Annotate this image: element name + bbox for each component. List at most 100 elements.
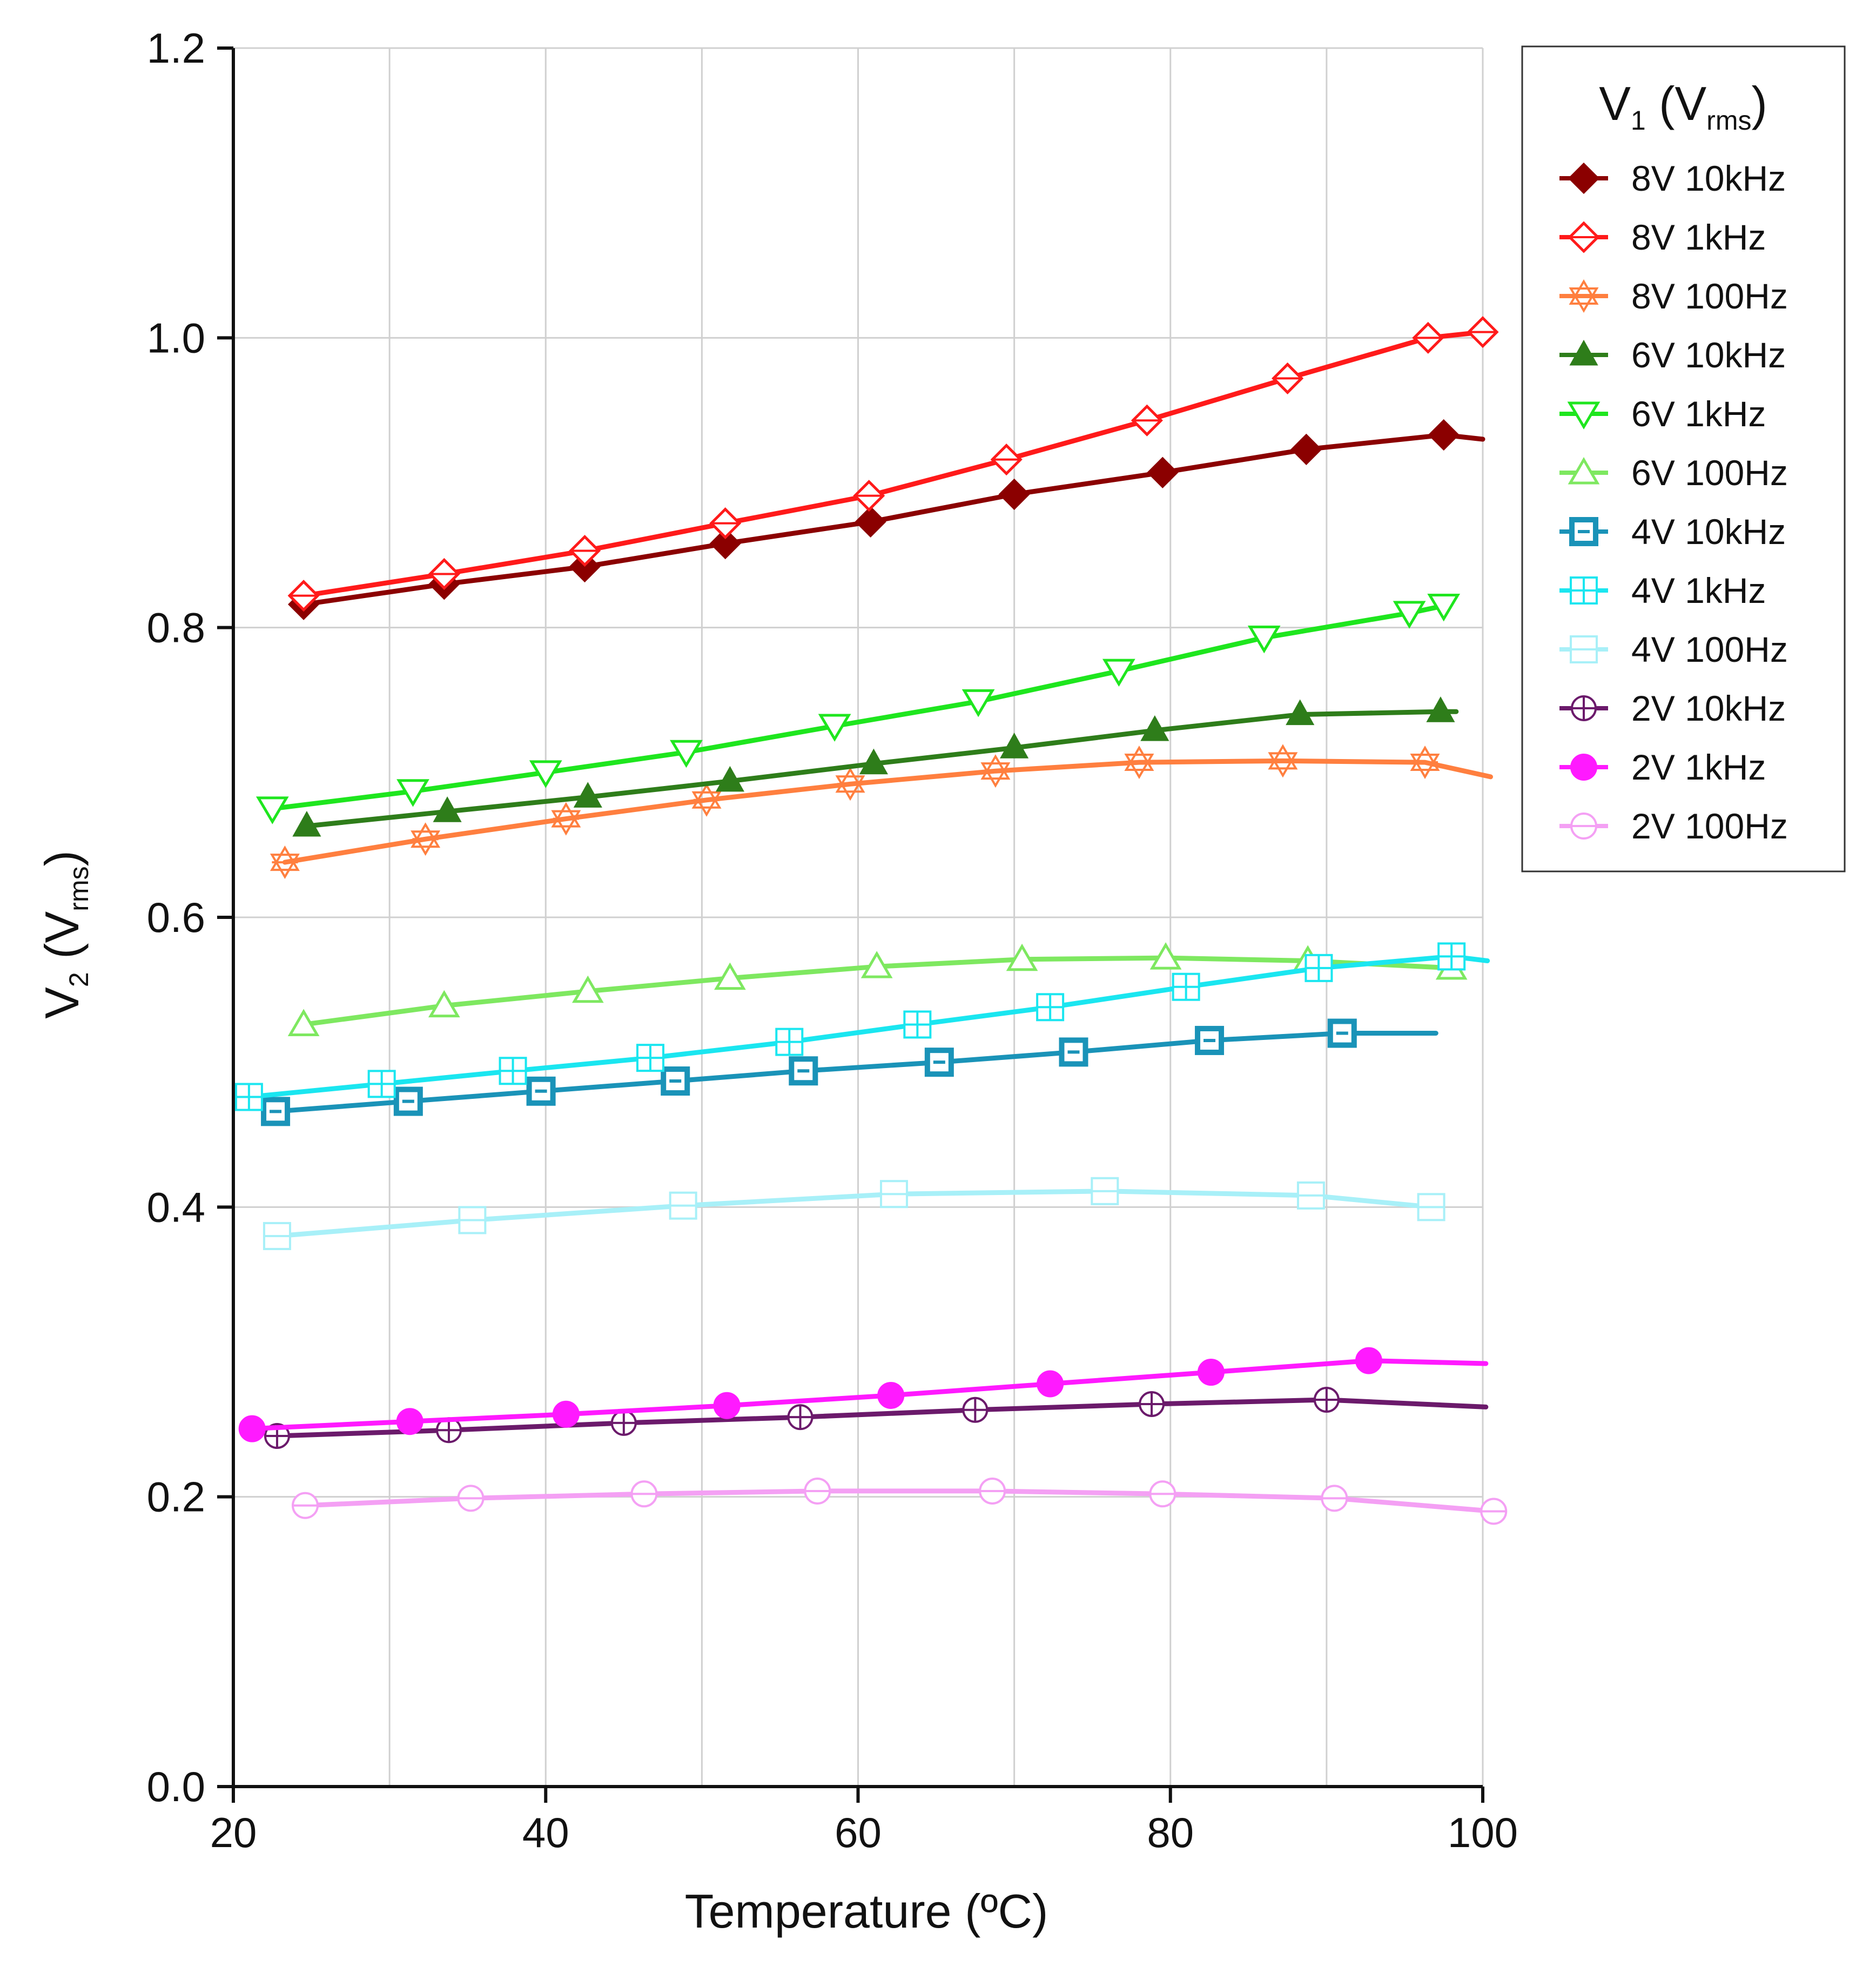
x-tick-label: 20 <box>210 1809 257 1856</box>
legend-swatch-marker <box>1568 457 1600 485</box>
data-point <box>998 478 1030 511</box>
x-tick-label: 100 <box>1448 1809 1518 1856</box>
data-point <box>499 1057 527 1085</box>
series-6v-10khz <box>292 696 1459 837</box>
legend-label: 4V 1kHz <box>1631 570 1766 610</box>
data-point <box>255 796 289 824</box>
data-point <box>1059 1037 1088 1067</box>
marker-shape <box>1410 746 1440 771</box>
marker-shape <box>835 767 865 793</box>
legend-item: 6V 1kHz <box>1559 394 1766 434</box>
data-point <box>1147 457 1179 488</box>
data-point <box>263 1221 291 1250</box>
y-tick-label: 1.2 <box>147 24 205 72</box>
data-point <box>1410 746 1440 780</box>
data-point <box>396 1408 423 1435</box>
marker-shape <box>980 754 1011 780</box>
data-point <box>433 796 462 822</box>
legend-swatch-marker <box>1570 754 1597 781</box>
series-6v-1khz <box>255 593 1461 824</box>
data-point <box>551 802 581 836</box>
data-point <box>1131 404 1163 437</box>
data-point <box>1321 1485 1348 1512</box>
data-point <box>1412 321 1444 354</box>
series-2v-100hz <box>291 1477 1508 1525</box>
data-point <box>573 782 602 808</box>
data-point <box>1327 1018 1357 1048</box>
legend-items: 8V 10kHz 8V 1kHz 8V 100Hz 6V 10kHz 6V 1kHz 6V… <box>1559 158 1788 846</box>
data-point <box>1037 1370 1064 1398</box>
data-point <box>1091 1177 1119 1205</box>
data-point <box>1393 601 1426 629</box>
data-point <box>1417 1193 1445 1221</box>
data-point <box>1140 715 1169 741</box>
data-point <box>789 1056 818 1086</box>
data-point <box>1036 993 1065 1022</box>
data-point <box>1247 625 1281 654</box>
data-point <box>1305 954 1333 982</box>
series-line <box>301 330 1485 599</box>
legend-label: 2V 100Hz <box>1631 806 1788 846</box>
series-8v-1khz <box>287 316 1499 612</box>
series-line <box>270 603 1447 811</box>
data-point <box>292 810 321 837</box>
legend-item: 4V 10kHz <box>1559 512 1786 552</box>
data-point <box>568 535 601 567</box>
data-point <box>1124 746 1154 780</box>
series-line <box>304 709 1459 829</box>
data-point <box>961 689 995 717</box>
legend-label: 4V 100Hz <box>1631 629 1788 669</box>
data-point <box>1480 1498 1508 1525</box>
marker-shape <box>270 854 300 880</box>
data-point <box>1172 972 1200 1001</box>
data-point <box>859 748 888 775</box>
plot-area <box>234 316 1508 1525</box>
series-line <box>282 758 1493 865</box>
data-point <box>669 1191 697 1220</box>
data-point <box>709 528 741 560</box>
legend-item: 2V 1kHz <box>1559 747 1766 787</box>
x-tick-label: 40 <box>522 1809 569 1856</box>
data-point <box>1000 733 1029 758</box>
data-point <box>287 580 320 612</box>
y-tick-label: 0.8 <box>147 604 205 652</box>
data-point <box>962 1397 989 1423</box>
marker-shape <box>411 822 441 848</box>
data-point <box>1272 362 1304 394</box>
legend-item: 8V 1kHz <box>1559 217 1766 257</box>
legend-label: 4V 10kHz <box>1631 512 1786 552</box>
legend-item: 6V 100Hz <box>1559 453 1788 493</box>
data-point <box>670 740 703 768</box>
series-line <box>301 432 1485 607</box>
axes <box>217 46 1484 1803</box>
series-4v-10khz <box>261 1018 1438 1126</box>
data-point <box>1427 593 1461 622</box>
marker-shape <box>1268 752 1298 778</box>
data-point <box>1195 1025 1225 1055</box>
y-tick-label: 0.6 <box>147 894 205 941</box>
data-point <box>287 1009 320 1036</box>
marker-shape <box>691 791 722 817</box>
data-point <box>1428 419 1460 451</box>
x-tick-label: 80 <box>1147 1809 1194 1856</box>
data-point <box>1286 699 1315 726</box>
data-point <box>804 1477 831 1505</box>
data-point <box>713 1392 741 1419</box>
legend-label: 6V 100Hz <box>1631 453 1788 493</box>
data-point <box>636 1044 664 1072</box>
data-point <box>261 1097 291 1126</box>
data-point <box>458 1206 487 1234</box>
y-axis-title: V2 (Vrms) <box>35 850 94 1019</box>
marker-shape <box>1124 754 1154 780</box>
legend-label: 6V 10kHz <box>1631 335 1786 375</box>
marker-shape <box>1268 744 1298 770</box>
legend-swatch-marker <box>1570 635 1598 663</box>
legend-swatch-marker <box>1569 517 1598 546</box>
marker-shape <box>835 775 865 801</box>
data-point <box>1290 433 1322 465</box>
data-point <box>818 714 851 742</box>
data-point <box>1296 1181 1325 1210</box>
series-4v-1khz <box>234 942 1490 1111</box>
data-point <box>428 558 460 590</box>
legend-swatch-marker <box>1568 162 1600 194</box>
